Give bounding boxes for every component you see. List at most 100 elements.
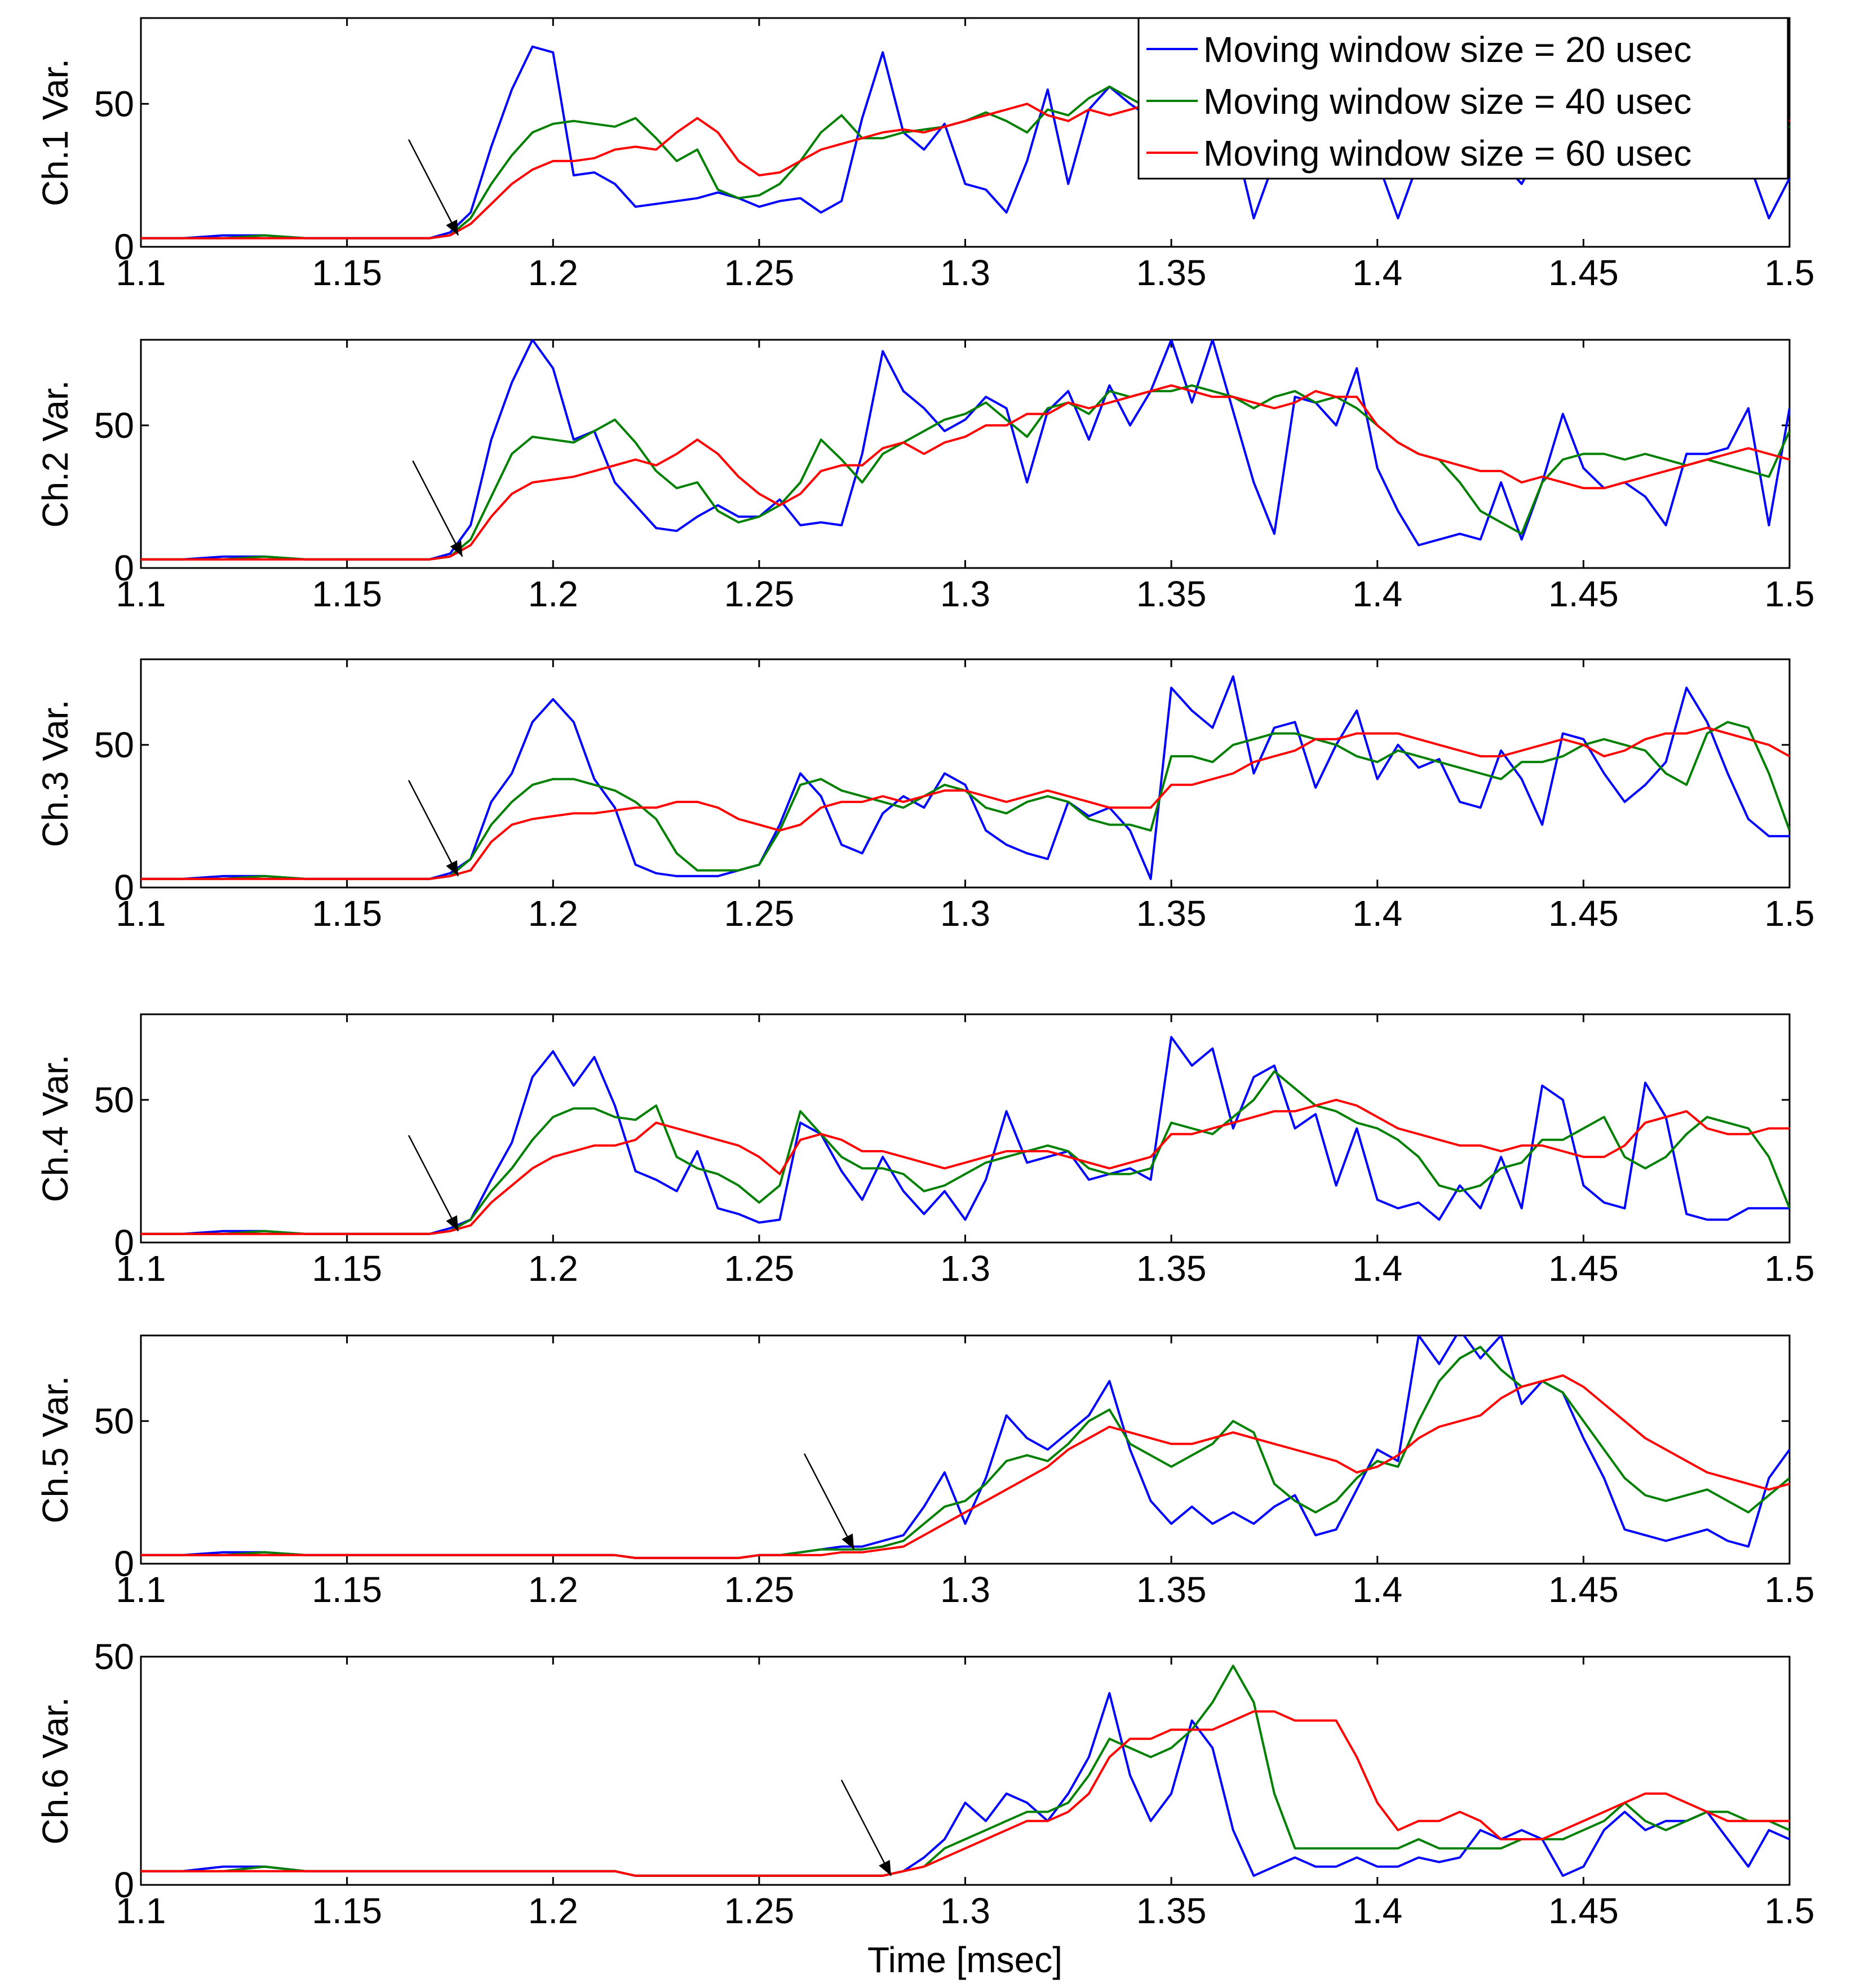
x-tick-label: 1.4 bbox=[1352, 1891, 1402, 1931]
y-tick-label: 0 bbox=[114, 1222, 134, 1263]
x-tick-label: 1.45 bbox=[1548, 1569, 1619, 1610]
x-tick-label: 1.4 bbox=[1352, 1569, 1402, 1610]
y-tick-label: 50 bbox=[94, 725, 134, 765]
x-tick-label: 1.4 bbox=[1352, 574, 1402, 614]
x-tick-label: 1.1 bbox=[116, 574, 166, 614]
y-axis-label: Ch.4 Var. bbox=[35, 1054, 76, 1202]
y-tick-label: 50 bbox=[94, 1401, 134, 1441]
legend-entry-20us: Moving window size = 20 usec bbox=[1203, 29, 1691, 70]
arrow-annotation bbox=[408, 1135, 459, 1232]
arrow-head bbox=[446, 860, 459, 876]
axes-box bbox=[140, 1013, 1791, 1244]
x-tick-label: 1.1 bbox=[116, 252, 166, 293]
x-tick-label: 1.45 bbox=[1548, 252, 1619, 293]
x-tick-label: 1.3 bbox=[940, 252, 990, 293]
x-tick-label: 1.25 bbox=[724, 1569, 795, 1610]
x-tick-label: 1.3 bbox=[940, 893, 990, 934]
series-group bbox=[141, 1665, 1790, 1877]
x-tick-label: 1.4 bbox=[1352, 893, 1402, 934]
x-tick-label: 1.35 bbox=[1136, 252, 1207, 293]
series-line-20us bbox=[141, 1036, 1790, 1235]
x-tick-label: 1.25 bbox=[724, 1248, 795, 1289]
arrow-annotation bbox=[408, 139, 459, 236]
x-tick-label: 1.15 bbox=[312, 1569, 382, 1610]
x-tick-label: 1.15 bbox=[312, 1891, 382, 1931]
x-tick-label: 1.3 bbox=[940, 1891, 990, 1931]
series-line-20us bbox=[141, 675, 1790, 880]
series-line-40us bbox=[141, 384, 1790, 561]
y-tick-label: 0 bbox=[114, 227, 134, 267]
legend-entry-60us: Moving window size = 60 usec bbox=[1203, 133, 1691, 174]
y-tick-label: 50 bbox=[94, 1636, 134, 1677]
x-tick-label: 1.2 bbox=[528, 252, 578, 293]
x-tick-label: 1.15 bbox=[312, 1248, 382, 1289]
arrow-head bbox=[842, 1533, 854, 1550]
series-line-60us bbox=[141, 1374, 1790, 1559]
x-tick-label: 1.25 bbox=[724, 574, 795, 614]
x-tick-label: 1.45 bbox=[1548, 574, 1619, 614]
arrow-head bbox=[450, 540, 463, 557]
series-line-40us bbox=[141, 721, 1790, 880]
y-tick-label: 0 bbox=[114, 1865, 134, 1905]
arrow-annotation bbox=[840, 1780, 892, 1876]
panel-2: 1.1 1.15 1.2 1.25 1.3 1.35 1.4 1.45 1.5 0 50 Ch.2 V… bbox=[35, 339, 1814, 614]
arrow-head bbox=[879, 1860, 891, 1876]
x-tick-label: 1.25 bbox=[724, 893, 795, 934]
x-tick-label: 1.5 bbox=[1765, 1569, 1815, 1610]
legend-box bbox=[1137, 17, 1789, 180]
arrow-annotation bbox=[408, 780, 459, 877]
x-tick-label: 1.35 bbox=[1136, 1569, 1207, 1610]
y-tick-label: 50 bbox=[94, 83, 134, 124]
x-tick-label: 1.4 bbox=[1352, 252, 1402, 293]
x-tick-label: 1.3 bbox=[940, 574, 990, 614]
series-line-60us bbox=[141, 1710, 1790, 1877]
y-tick-label: 0 bbox=[114, 1543, 134, 1584]
y-tick-label: 0 bbox=[114, 548, 134, 588]
y-axis-label: Ch.5 Var. bbox=[35, 1375, 76, 1523]
series-group bbox=[141, 1036, 1790, 1235]
x-tick-label: 1.5 bbox=[1765, 893, 1815, 934]
axes-box bbox=[140, 1656, 1791, 1886]
arrow-annotation bbox=[803, 1453, 855, 1550]
x-tick-label: 1.5 bbox=[1765, 252, 1815, 293]
legend: Moving window size = 20 usec Moving windo… bbox=[1137, 17, 1789, 180]
series-group bbox=[141, 340, 1790, 561]
y-tick-label: 50 bbox=[94, 1080, 134, 1120]
x-tick-label: 1.25 bbox=[724, 252, 795, 293]
x-tick-label: 1.3 bbox=[940, 1569, 990, 1610]
x-tick-label: 1.35 bbox=[1136, 574, 1207, 614]
arrow-head bbox=[446, 1215, 459, 1231]
y-axis-label: Ch.3 Var. bbox=[35, 699, 76, 847]
x-axis-label: Time [msec] bbox=[867, 1940, 1062, 1980]
y-axis-label: Ch.1 Var. bbox=[35, 59, 76, 206]
x-tick-label: 1.1 bbox=[116, 1891, 166, 1931]
x-tick-label: 1.15 bbox=[312, 893, 382, 934]
x-tick-label: 1.5 bbox=[1765, 1248, 1815, 1289]
x-tick-label: 1.35 bbox=[1136, 1248, 1207, 1289]
x-tick-label: 1.45 bbox=[1548, 1891, 1619, 1931]
panels: 1.1 1.15 1.2 1.25 1.3 1.35 1.4 1.45 1.5 0 50 Ch.1 V… bbox=[35, 17, 1815, 1931]
panel-5: 1.1 1.15 1.2 1.25 1.3 1.35 1.4 1.45 1.5 0 50 Ch.5 V… bbox=[35, 1334, 1815, 1610]
x-tick-label: 1.35 bbox=[1136, 1891, 1207, 1931]
y-axis-label: Ch.2 Var. bbox=[35, 380, 76, 527]
axes-box bbox=[140, 658, 1791, 889]
series-line-60us bbox=[141, 1098, 1790, 1235]
x-tick-label: 1.2 bbox=[528, 1891, 578, 1931]
series-group bbox=[141, 675, 1790, 880]
x-tick-label: 1.2 bbox=[528, 1248, 578, 1289]
x-tick-label: 1.45 bbox=[1548, 1248, 1619, 1289]
panel-6: 1.1 1.15 1.2 1.25 1.3 1.35 1.4 1.45 1.5 0 50 Ch.6 V… bbox=[35, 1636, 1814, 1931]
series-line-60us bbox=[141, 726, 1790, 880]
y-tick-label: 0 bbox=[114, 867, 134, 908]
x-tick-label: 1.2 bbox=[528, 574, 578, 614]
x-tick-label: 1.1 bbox=[116, 893, 166, 934]
x-tick-label: 1.5 bbox=[1765, 1891, 1815, 1931]
x-tick-label: 1.35 bbox=[1136, 893, 1207, 934]
x-tick-label: 1.3 bbox=[940, 1248, 990, 1289]
arrow-annotation bbox=[412, 460, 463, 557]
x-tick-label: 1.4 bbox=[1352, 1248, 1402, 1289]
x-tick-label: 1.1 bbox=[116, 1248, 166, 1289]
axes-box bbox=[140, 339, 1791, 569]
x-tick-label: 1.2 bbox=[528, 1569, 578, 1610]
